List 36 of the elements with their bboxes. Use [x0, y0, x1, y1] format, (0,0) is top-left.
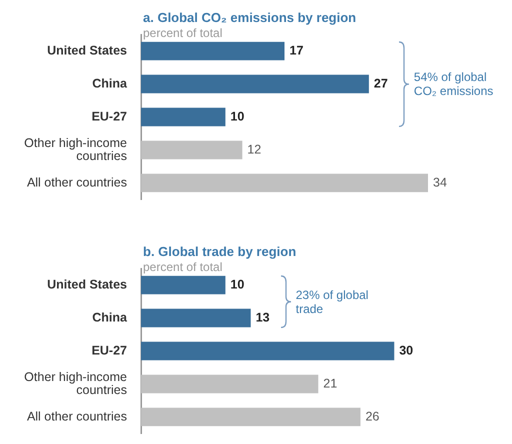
- y-tick-label: China: [92, 310, 128, 324]
- y-tick-label: United States: [47, 44, 128, 58]
- bar: [141, 276, 226, 294]
- chart-subtitle: percent of total: [143, 260, 222, 274]
- chart-title: b. Global trade by region: [143, 244, 296, 259]
- y-tick-label: EU-27: [92, 343, 128, 358]
- y-tick-label: China: [92, 76, 128, 90]
- chart-subtitle: percent of total: [143, 26, 222, 40]
- y-tick-label: All other countries: [26, 409, 127, 424]
- data-label: 10: [230, 109, 244, 124]
- annotation: 23% of global trade: [296, 288, 370, 316]
- data-label: 27: [374, 76, 388, 90]
- bar: [141, 108, 226, 126]
- bar: [141, 342, 394, 360]
- data-label: 30: [399, 343, 414, 358]
- data-label: 17: [290, 44, 304, 58]
- data-label: 12: [247, 142, 262, 156]
- data-label: 10: [230, 278, 244, 292]
- bar: [141, 174, 428, 192]
- bar: [141, 308, 251, 328]
- chart-title: a. Global CO₂ emissions by region: [143, 10, 356, 25]
- bar: [141, 408, 360, 426]
- bar: [141, 140, 242, 160]
- y-tick-label: All other countries: [26, 175, 127, 190]
- y-tick-label: Other high-income countries: [24, 370, 128, 397]
- data-label: 21: [323, 376, 338, 390]
- data-label: 26: [365, 409, 380, 424]
- bar: [141, 42, 284, 60]
- y-tick-label: United States: [47, 278, 128, 292]
- y-tick-label: Other high-income countries: [24, 136, 128, 163]
- annotation: 54% of global CO₂ emissions: [414, 70, 494, 98]
- data-label: 34: [433, 175, 447, 190]
- bar: [141, 74, 369, 94]
- data-label: 13: [256, 310, 270, 324]
- y-tick-label: EU-27: [92, 109, 128, 124]
- bar: [141, 374, 318, 394]
